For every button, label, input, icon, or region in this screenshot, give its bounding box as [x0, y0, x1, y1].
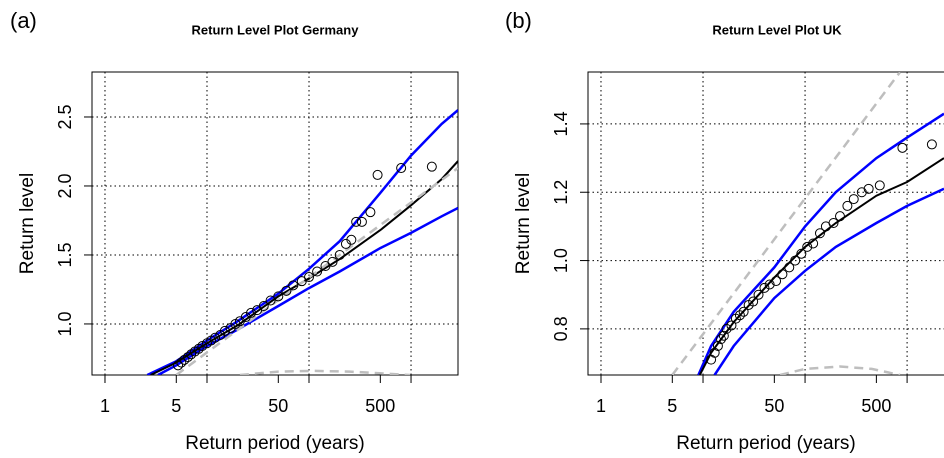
line: [157, 206, 458, 375]
y-tick-label: 1.0: [551, 248, 571, 273]
y-axis-label: Return level: [513, 173, 534, 274]
x-tick-label: 1: [596, 396, 606, 416]
point: [372, 169, 383, 180]
point: [246, 307, 257, 318]
y-tick-label: 1.0: [55, 311, 75, 336]
plot-area: [671, 72, 944, 375]
point: [926, 139, 937, 150]
line: [175, 166, 458, 375]
y-tick-label: 1.2: [551, 180, 571, 205]
point: [365, 207, 376, 218]
line: [239, 369, 411, 375]
point: [182, 352, 193, 363]
x-tick-label: 50: [764, 396, 784, 416]
point: [738, 306, 749, 317]
chart-title: Return Level Plot Germany: [192, 22, 360, 37]
point: [764, 279, 775, 290]
point: [777, 269, 788, 280]
point: [288, 280, 299, 291]
plot-area: [146, 109, 458, 375]
chart-title: Return Level Plot UK: [712, 22, 842, 37]
point: [759, 282, 770, 293]
y-axis-label: Return level: [17, 173, 38, 274]
point: [356, 216, 367, 227]
line: [697, 112, 944, 375]
point: [346, 234, 357, 245]
y-tick-label: 0.8: [551, 316, 571, 341]
y-tick-label: 1.5: [55, 242, 75, 267]
point: [721, 323, 732, 334]
point: [312, 266, 323, 277]
point: [258, 301, 269, 312]
point: [219, 325, 230, 336]
x-tick-label: 500: [365, 396, 395, 416]
x-tick-label: 500: [861, 396, 891, 416]
point: [426, 161, 437, 172]
point: [193, 343, 204, 354]
point: [265, 295, 276, 306]
point: [715, 334, 726, 345]
point: [179, 354, 190, 365]
y-tick-label: 1.4: [551, 111, 571, 136]
point: [396, 163, 407, 174]
x-tick-label: 1: [100, 396, 110, 416]
point: [796, 248, 807, 259]
panel: (a) Return Level Plot Germany Return perio…: [10, 8, 459, 454]
point: [273, 291, 284, 302]
point: [771, 276, 782, 287]
plot-frame: [587, 71, 944, 376]
point: [726, 320, 737, 331]
point: [814, 228, 825, 239]
point: [842, 200, 853, 211]
line: [713, 187, 944, 375]
x-axis-label: Return period (years): [185, 433, 365, 454]
point: [802, 241, 813, 252]
panel: (b) Return Level Plot UK Return period (ye…: [505, 8, 944, 454]
x-tick-label: 5: [171, 396, 181, 416]
point: [734, 310, 745, 321]
point: [327, 256, 338, 267]
point: [351, 216, 362, 227]
point: [863, 183, 874, 194]
line: [698, 157, 944, 375]
panel-label: (b): [505, 8, 532, 33]
point: [709, 347, 720, 358]
x-axis-label: Return period (years): [676, 433, 856, 454]
x-tick-label: 50: [268, 396, 288, 416]
point: [828, 217, 839, 228]
panel-label: (a): [10, 8, 37, 33]
line: [150, 160, 458, 375]
point: [784, 262, 795, 273]
point: [210, 332, 221, 343]
point: [712, 340, 723, 351]
point: [897, 142, 908, 153]
point: [334, 249, 345, 260]
point: [753, 289, 764, 300]
point: [718, 330, 729, 341]
plot-frame: [91, 71, 459, 376]
x-tick-label: 5: [667, 396, 677, 416]
point: [874, 180, 885, 191]
point: [748, 296, 759, 307]
y-tick-label: 2.5: [55, 104, 75, 129]
line: [779, 365, 901, 375]
point: [790, 255, 801, 266]
point: [304, 272, 315, 283]
point: [173, 360, 184, 371]
point: [176, 357, 187, 368]
point: [808, 238, 819, 249]
point: [281, 285, 292, 296]
line: [671, 72, 902, 375]
y-tick-label: 2.0: [55, 173, 75, 198]
point: [848, 194, 859, 205]
point: [186, 349, 197, 360]
point: [856, 187, 867, 198]
point: [834, 211, 845, 222]
